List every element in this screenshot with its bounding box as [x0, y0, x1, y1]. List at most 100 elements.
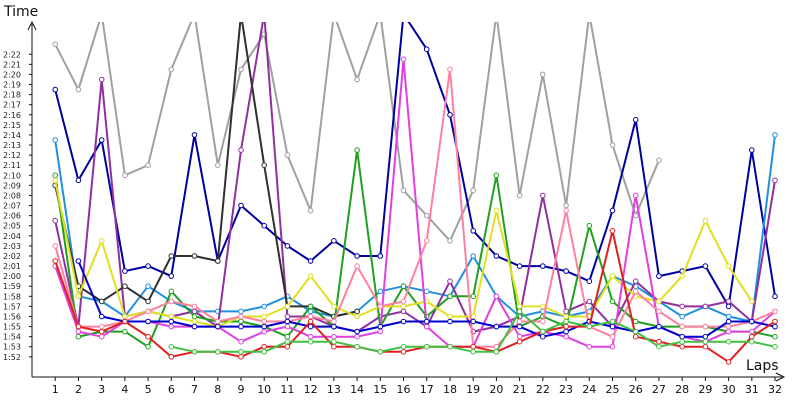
data-point	[632, 192, 639, 199]
y-tick-label: 2:13	[3, 141, 21, 150]
data-point	[191, 318, 198, 325]
data-point	[98, 76, 105, 83]
y-tick-label: 1:57	[3, 302, 21, 311]
data-point	[98, 313, 105, 320]
y-tick-label: 2:22	[3, 50, 21, 59]
data-point	[284, 333, 291, 340]
data-point	[354, 328, 360, 335]
data-point	[75, 323, 82, 330]
data-point	[632, 278, 639, 285]
data-point	[656, 298, 662, 305]
data-point	[377, 253, 384, 259]
data-point	[284, 338, 291, 345]
data-point	[52, 172, 59, 179]
data-point	[563, 333, 569, 340]
x-tick-label: 19	[466, 383, 480, 396]
x-tick-label: 30	[722, 383, 736, 396]
data-point	[423, 46, 430, 53]
data-point	[400, 283, 407, 290]
data-point	[284, 343, 291, 350]
data-point	[261, 222, 268, 229]
y-tick-label: 2:15	[3, 121, 21, 130]
data-point	[586, 343, 593, 350]
data-point	[145, 308, 151, 315]
data-point	[145, 162, 151, 168]
data-point	[609, 343, 616, 350]
x-tick-label: 7	[191, 383, 198, 396]
data-point	[284, 152, 291, 158]
x-tick-label: 27	[652, 383, 666, 396]
data-point	[493, 207, 500, 214]
data-point	[586, 222, 593, 229]
y-tick-label: 2:17	[3, 101, 21, 110]
x-axis-arrow	[775, 372, 786, 382]
data-point	[191, 323, 198, 330]
data-point	[238, 323, 244, 330]
data-point	[354, 76, 360, 83]
data-point	[725, 323, 732, 330]
y-tick-label: 2:19	[3, 81, 21, 90]
data-point	[563, 313, 569, 320]
data-point	[122, 283, 128, 290]
data-point	[331, 338, 337, 345]
data-point	[238, 354, 244, 360]
data-point	[307, 313, 314, 320]
data-point	[75, 86, 82, 93]
series-12	[168, 308, 778, 355]
series	[52, 22, 778, 365]
data-point	[772, 333, 778, 340]
data-point	[75, 258, 82, 264]
data-point	[331, 303, 337, 310]
data-point	[772, 132, 778, 138]
data-point	[52, 243, 59, 249]
data-point	[307, 338, 314, 345]
data-point	[725, 303, 732, 310]
y-axis-title: Time	[3, 4, 38, 20]
data-point	[586, 298, 593, 305]
data-point	[354, 147, 360, 153]
data-point	[307, 258, 314, 264]
data-point	[563, 323, 569, 330]
data-point	[215, 349, 221, 355]
data-point	[168, 66, 175, 73]
data-point	[679, 303, 686, 310]
data-point	[540, 71, 546, 78]
data-point	[725, 263, 732, 269]
data-point	[400, 308, 407, 315]
series-5	[52, 22, 360, 320]
data-point	[540, 303, 546, 310]
data-point	[261, 349, 268, 355]
y-tick-label: 1:59	[3, 282, 21, 291]
data-point	[307, 303, 314, 310]
y-tick-label: 2:16	[3, 111, 21, 120]
y-tick-label: 2:11	[3, 161, 21, 170]
data-point	[307, 273, 314, 279]
data-point	[52, 137, 59, 143]
data-point	[540, 318, 546, 325]
data-point	[168, 298, 175, 305]
data-point	[679, 313, 686, 320]
data-point	[609, 142, 616, 148]
data-point	[168, 253, 175, 259]
data-point	[493, 349, 500, 355]
x-tick-label: 22	[536, 383, 550, 396]
data-point	[702, 303, 709, 310]
data-point	[284, 243, 291, 249]
data-point	[679, 338, 686, 345]
series-line	[54, 22, 358, 318]
data-point	[191, 313, 198, 320]
y-tick-label: 2:10	[3, 171, 21, 180]
data-point	[354, 313, 360, 320]
x-tick-label: 8	[214, 383, 221, 396]
x-tick-label: 13	[327, 383, 341, 396]
y-tick-label: 2:00	[3, 272, 21, 281]
series-2	[52, 22, 778, 310]
data-point	[609, 228, 616, 234]
data-point	[749, 318, 755, 325]
data-point	[145, 343, 151, 350]
data-point	[122, 313, 128, 320]
data-point	[656, 338, 662, 345]
y-tick-label: 2:08	[3, 191, 21, 200]
data-point	[609, 273, 616, 279]
data-point	[75, 177, 82, 184]
